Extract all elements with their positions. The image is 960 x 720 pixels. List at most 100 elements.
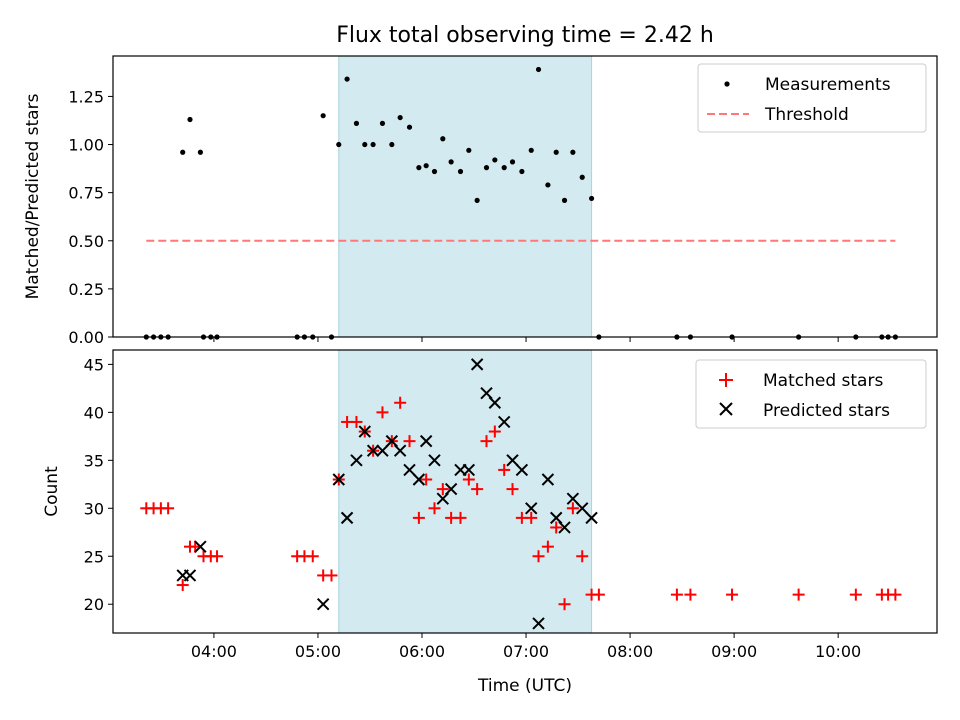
matched-stars-point (211, 550, 224, 563)
measurement-point (180, 149, 186, 155)
measurement-point (519, 168, 525, 175)
measurement-point (362, 141, 368, 148)
measurement-point (423, 163, 429, 169)
matched-stars-point (454, 511, 467, 524)
legend-matched-marker (719, 373, 733, 387)
matched-stars-point (726, 588, 739, 601)
matched-stars-point (506, 483, 519, 496)
bottom-marks (140, 358, 902, 630)
y-tick-label: 0.00 (68, 328, 104, 347)
bottom-plot-frame (112, 349, 938, 634)
bottom-panel: 20 25 30 35 40 45 04:00 05:00 06:00 07:00 08:00 09… (42, 349, 938, 696)
x-tick-label: 10:00 (815, 642, 861, 661)
measurement-point (553, 149, 559, 155)
predicted-stars-point (412, 473, 426, 486)
matched-stars-point (541, 540, 554, 553)
matched-stars-point (376, 406, 389, 419)
legend-matched-label: Matched stars (763, 371, 883, 391)
x-tick-label: 04:00 (191, 642, 237, 661)
y-tick-label: 0.75 (68, 184, 104, 203)
measurement-point (483, 165, 490, 171)
measurement-point (353, 120, 360, 126)
measurement-point (187, 116, 193, 123)
predicted-stars-point (393, 444, 407, 457)
measurement-point (474, 197, 480, 203)
measurement-point (416, 165, 422, 171)
matched-stars-point (420, 473, 433, 486)
matched-stars-point (532, 550, 545, 563)
matched-stars-point (306, 550, 319, 563)
measurement-point (457, 168, 464, 175)
bottom-legend-box (695, 359, 927, 429)
predicted-stars-point (183, 569, 197, 582)
predicted-stars-point (525, 502, 538, 515)
y-tick-label: 40 (84, 403, 104, 422)
y-tick-label: 0.50 (68, 232, 104, 251)
matched-stars-point (525, 511, 538, 524)
predicted-stars-point (585, 511, 598, 525)
y-tick-label: 20 (84, 595, 104, 614)
y-tick-label: 1.00 (68, 136, 104, 155)
top-y-axis-label: Matched/Predicted stars (23, 93, 43, 299)
measurement-point (545, 182, 551, 188)
bottom-observing-span (338, 349, 593, 634)
measurement-point (448, 159, 454, 165)
y-tick-label: 30 (84, 499, 104, 518)
legend-measurements-label: Measurements (765, 75, 891, 95)
matched-stars-point (462, 473, 475, 486)
matched-stars-point (325, 569, 338, 582)
matched-stars-point (498, 463, 511, 476)
matched-stars-point (436, 483, 449, 496)
measurement-point (466, 147, 472, 153)
y-tick-label: 35 (84, 451, 104, 470)
predicted-stars-point (350, 454, 363, 467)
y-tick-label: 25 (84, 547, 104, 566)
top-observing-span (338, 55, 593, 338)
x-tick-label: 07:00 (503, 642, 549, 661)
legend-predicted-label: Predicted stars (763, 401, 890, 421)
predicted-stars-point (462, 463, 476, 477)
measurement-point (397, 114, 403, 121)
measurement-point (431, 168, 438, 175)
measurement-point (389, 141, 395, 148)
bottom-y-axis-label: Count (42, 466, 62, 517)
measurement-point (535, 66, 542, 73)
matched-stars-point (566, 502, 579, 515)
matched-stars-point (592, 588, 605, 601)
y-tick-label: 45 (84, 355, 104, 374)
matched-stars-point (162, 502, 175, 515)
measurement-point (197, 149, 203, 155)
measurement-point (440, 136, 446, 142)
legend-predicted-marker (719, 402, 733, 416)
predicted-stars-point (532, 617, 545, 630)
matched-stars-point (412, 511, 425, 524)
matched-stars-point (176, 579, 189, 592)
predicted-stars-point (194, 540, 207, 553)
predicted-stars-point (316, 598, 330, 611)
matched-stars-point (350, 415, 363, 428)
top-legend-box (697, 63, 927, 133)
matched-stars-point (684, 588, 697, 601)
top-panel: 0.00 0.25 0.50 0.75 1.00 1.25 Matched/Predict… (23, 55, 938, 347)
matched-stars-point (480, 435, 493, 448)
predicted-stars-point (419, 434, 433, 448)
measurement-point (588, 195, 595, 202)
measurement-point (528, 147, 534, 153)
measurement-point (370, 141, 376, 148)
matched-stars-point (576, 550, 589, 563)
matched-stars-point (428, 502, 441, 515)
predicted-stars-point (506, 454, 519, 467)
measurement-point (570, 149, 576, 155)
measurement-point (561, 197, 568, 203)
chart-title: Flux total observing time = 2.42 h (336, 23, 714, 48)
measurement-point (579, 174, 585, 180)
top-x-ticks (213, 337, 839, 342)
predicted-stars-point (340, 511, 354, 525)
x-axis-label: Time (UTC) (477, 676, 572, 696)
bottom-y-ticks: 20 25 30 35 40 45 (84, 355, 113, 614)
y-tick-label: 0.25 (68, 280, 104, 299)
measurement-point (509, 159, 516, 165)
predicted-stars-point (558, 521, 571, 534)
predicted-stars-point (497, 415, 511, 429)
